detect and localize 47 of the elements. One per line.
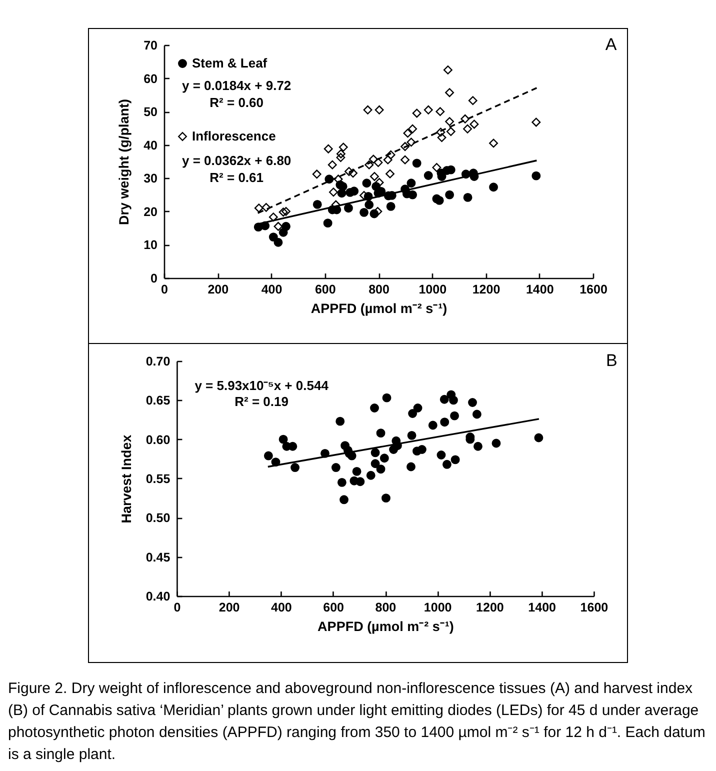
y-axis-title: Dry weight (g/plant) [116, 99, 132, 225]
annotation: R² = 0.60 [210, 95, 264, 110]
y-tick-label: 0.45 [146, 550, 170, 564]
y-tick-label: 50 [144, 105, 158, 120]
x-tick-label: 400 [271, 600, 292, 614]
x-tick-label: 200 [208, 282, 229, 296]
legend-label: Inflorescence [192, 128, 276, 144]
y-tick-label: 0 [150, 272, 158, 286]
x-tick-label: 1400 [526, 282, 554, 296]
y-tick-label: 30 [144, 172, 158, 186]
x-tick-label: 1600 [580, 600, 608, 614]
y-tick-label: 0.65 [146, 394, 170, 408]
annotation: y = 0.0362x + 6.80 [182, 153, 292, 168]
x-axis-title: APPFD (µmol m⁻² s⁻¹) [310, 301, 448, 316]
y-tick-label: 0.50 [146, 511, 170, 526]
y-tick-label: 70 [144, 38, 158, 52]
x-tick-label: 1400 [528, 600, 556, 614]
x-tick-label: 1000 [424, 600, 452, 614]
y-tick-label: 20 [144, 204, 158, 219]
x-tick-label: 800 [368, 282, 390, 296]
y-tick-label: 10 [144, 238, 158, 252]
text: B [606, 351, 618, 370]
y-tick-label: 60 [144, 72, 158, 86]
x-tick-label: 1600 [580, 282, 608, 296]
y-tick-label: 0.70 [146, 354, 170, 368]
x-tick-label: 200 [218, 600, 240, 614]
annotation: R² = 0.61 [210, 170, 264, 185]
legend-label: Stem & Leaf [192, 56, 268, 70]
x-tick-label: 1200 [476, 600, 504, 614]
x-tick-label: 0 [174, 600, 181, 614]
y-tick-label: 40 [144, 138, 158, 152]
x-tick-label: 600 [323, 600, 344, 614]
x-tick-label: 600 [314, 282, 336, 296]
x-tick-label: 1000 [418, 282, 447, 296]
x-tick-label: 400 [261, 282, 282, 296]
y-tick-label: 0.60 [146, 432, 170, 447]
x-axis-title: APPFD (µmol m⁻² s⁻¹) [318, 619, 454, 634]
caption: Figure 2. Dry weight of inflorescence and aboveground non-inflorescence tissues (A) and harvest index (B) of Cannabis sativa ‘Meridian’ plants grown under light emitting diodes (LEDs) for 45 d under average photosynthetic photon densities (APPFD) ranging from 350 to 1400 µmol m⁻² s⁻¹ for 12 h d⁻¹. Each datum is a single plant. [8, 679, 706, 765]
x-tick-label: 1200 [472, 282, 500, 296]
text: A [605, 35, 618, 54]
y-tick-label: 0.40 [146, 590, 170, 604]
y-tick-label: 0.55 [146, 472, 170, 486]
y-axis-title: Harvest Index [118, 434, 134, 524]
annotation: y = 0.0184x + 9.72 [182, 78, 292, 93]
x-tick-label: 800 [375, 600, 396, 614]
annotation: y = 5.93x10⁻⁵x + 0.544 [194, 378, 330, 393]
annotation: R² = 0.19 [234, 394, 288, 409]
